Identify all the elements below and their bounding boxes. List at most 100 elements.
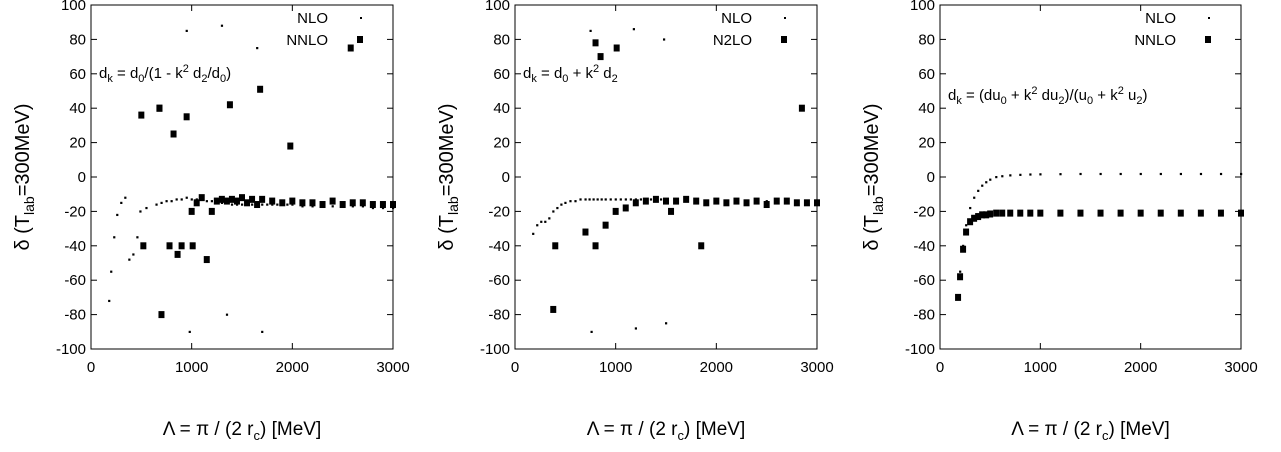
series-n2lo bbox=[550, 39, 820, 313]
y-tick-label: -60 bbox=[913, 272, 935, 289]
formula-annotation: dk​ = (du0​ + k2​ du2​)/(u0​ + k2​ u2​) bbox=[948, 85, 1147, 107]
data-point bbox=[592, 39, 599, 47]
data-point bbox=[639, 198, 643, 201]
data-point bbox=[614, 198, 617, 201]
data-point bbox=[230, 203, 234, 206]
data-point bbox=[634, 327, 637, 330]
y-tick-label: 20 bbox=[69, 135, 86, 152]
data-point bbox=[170, 200, 173, 203]
y-tick-label: -20 bbox=[488, 203, 510, 220]
x-tick-label: 2000 bbox=[1124, 359, 1157, 376]
data-point bbox=[311, 205, 314, 208]
y-tick-label: 0 bbox=[502, 169, 510, 186]
data-point bbox=[160, 201, 163, 204]
data-point bbox=[1099, 172, 1102, 176]
data-point bbox=[798, 104, 805, 112]
data-point bbox=[957, 273, 964, 281]
data-point bbox=[632, 28, 635, 31]
data-point bbox=[975, 213, 982, 221]
data-point bbox=[261, 203, 264, 206]
y-tick-label: -20 bbox=[913, 203, 935, 220]
series-nnlo bbox=[955, 209, 1244, 301]
data-point bbox=[552, 210, 555, 213]
x-tick-label: 2000 bbox=[700, 359, 733, 376]
data-point bbox=[613, 44, 620, 52]
data-point bbox=[331, 205, 334, 208]
x-tick-label: 2000 bbox=[276, 359, 309, 376]
data-point bbox=[569, 200, 572, 203]
data-point bbox=[1117, 209, 1124, 217]
data-point bbox=[165, 200, 168, 203]
data-point bbox=[983, 211, 990, 219]
data-point bbox=[241, 203, 244, 206]
x-tick-label: 1000 bbox=[1024, 359, 1057, 376]
x-axis-label: Λ = π / (2 rc) [MeV] bbox=[163, 419, 321, 443]
data-point bbox=[155, 203, 158, 206]
data-point bbox=[124, 196, 127, 199]
data-point bbox=[299, 199, 306, 207]
data-point bbox=[955, 293, 962, 301]
data-point bbox=[359, 199, 366, 207]
data-point bbox=[629, 198, 632, 201]
legend-marker-dot bbox=[1208, 17, 1210, 19]
y-tick-label: 40 bbox=[493, 100, 510, 117]
data-point bbox=[218, 195, 225, 203]
data-point bbox=[226, 101, 233, 109]
plot-frame bbox=[939, 4, 1242, 350]
data-point bbox=[649, 198, 653, 201]
y-tick-label: 80 bbox=[69, 31, 86, 48]
data-point bbox=[1159, 172, 1162, 176]
data-point bbox=[963, 228, 970, 236]
data-point bbox=[220, 201, 224, 204]
data-point bbox=[1027, 209, 1034, 217]
data-point bbox=[1079, 172, 1082, 176]
data-point bbox=[698, 242, 705, 250]
data-point bbox=[261, 330, 264, 333]
data-point bbox=[203, 256, 210, 264]
data-point bbox=[985, 181, 988, 184]
data-point bbox=[590, 330, 593, 333]
data-point bbox=[1157, 209, 1164, 217]
legend-marker-square bbox=[781, 36, 787, 43]
data-point bbox=[1139, 172, 1142, 176]
data-point bbox=[1077, 209, 1084, 217]
data-point bbox=[564, 201, 567, 204]
data-point bbox=[1137, 209, 1144, 217]
data-point bbox=[659, 198, 663, 201]
y-tick-label: 20 bbox=[918, 135, 935, 152]
data-point bbox=[166, 242, 173, 250]
data-point bbox=[185, 29, 188, 32]
y-tick-label: -80 bbox=[64, 307, 86, 324]
data-point bbox=[597, 53, 604, 61]
data-point bbox=[550, 305, 557, 313]
data-point bbox=[1017, 209, 1024, 217]
data-point bbox=[1197, 209, 1204, 217]
data-point bbox=[1009, 174, 1012, 177]
data-point bbox=[673, 197, 680, 205]
data-point bbox=[609, 198, 612, 201]
data-point bbox=[136, 236, 139, 239]
y-axis-label: δ (Tlab=300MeV) bbox=[436, 103, 461, 250]
data-point bbox=[208, 207, 215, 215]
y-tick-label: -100 bbox=[56, 341, 86, 358]
data-point bbox=[995, 176, 998, 179]
data-point bbox=[803, 199, 810, 207]
data-point bbox=[713, 197, 720, 205]
data-point bbox=[1001, 175, 1004, 178]
data-point bbox=[602, 221, 609, 229]
data-point bbox=[291, 203, 294, 206]
data-point bbox=[973, 196, 976, 199]
data-point bbox=[622, 204, 629, 212]
legend-marker-square bbox=[1205, 36, 1211, 43]
data-point bbox=[1240, 172, 1243, 176]
data-point bbox=[361, 205, 364, 208]
data-point bbox=[116, 213, 119, 217]
data-point bbox=[548, 217, 551, 220]
legend-marker-square bbox=[357, 36, 363, 43]
data-point bbox=[175, 198, 178, 201]
y-tick-label: 60 bbox=[69, 66, 86, 83]
data-point bbox=[632, 199, 639, 207]
data-point bbox=[556, 206, 559, 210]
